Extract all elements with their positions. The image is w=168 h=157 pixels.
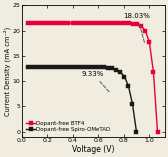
Dopant-free BTF4 [120,22,122,24]
Dopant-free BTF4 [136,23,138,25]
Dopant-free BTF4 [64,22,66,24]
Dopant-free Spiro-OMeTAD [99,66,101,68]
Dopant-free BTF4 [152,71,154,73]
Dopant-free Spiro-OMeTAD [135,131,137,133]
Dopant-free Spiro-OMeTAD [47,66,49,68]
Dopant-free BTF4 [140,25,142,27]
Dopant-free BTF4 [27,22,29,24]
Text: 18.03%: 18.03% [124,13,151,43]
Dopant-free Spiro-OMeTAD [107,67,109,69]
Dopant-free BTF4 [157,131,159,133]
Dopant-free BTF4 [72,22,74,24]
X-axis label: Voltage (V): Voltage (V) [72,145,114,154]
Dopant-free BTF4 [116,22,118,24]
Dopant-free BTF4 [92,22,94,24]
Dopant-free Spiro-OMeTAD [71,66,73,68]
Dopant-free BTF4 [84,22,86,24]
Dopant-free BTF4 [51,22,53,24]
Dopant-free Spiro-OMeTAD [79,66,81,68]
Legend: Dopant-free BTF4, Dopant-free Spiro-OMeTAD: Dopant-free BTF4, Dopant-free Spiro-OMeT… [26,120,111,133]
Dopant-free Spiro-OMeTAD [67,66,69,68]
Dopant-free Spiro-OMeTAD [63,66,65,68]
Dopant-free BTF4 [68,22,70,24]
Dopant-free BTF4 [88,22,90,24]
Dopant-free Spiro-OMeTAD [83,66,85,68]
Dopant-free BTF4 [148,41,150,43]
Dopant-free Spiro-OMeTAD [31,66,33,68]
Dopant-free Spiro-OMeTAD [43,66,45,68]
Dopant-free Spiro-OMeTAD [103,66,105,68]
Dopant-free BTF4 [104,22,106,24]
Dopant-free Spiro-OMeTAD [87,66,89,68]
Dopant-free Spiro-OMeTAD [127,85,129,87]
Dopant-free BTF4 [132,23,134,24]
Dopant-free BTF4 [47,22,49,24]
Dopant-free BTF4 [96,22,98,24]
Dopant-free BTF4 [124,22,126,24]
Dopant-free BTF4 [112,22,114,24]
Dopant-free BTF4 [35,22,37,24]
Dopant-free Spiro-OMeTAD [35,66,37,68]
Dopant-free Spiro-OMeTAD [55,66,57,68]
Dopant-free BTF4 [100,22,102,24]
Dopant-free BTF4 [55,22,57,24]
Text: 9.33%: 9.33% [82,71,109,92]
Dopant-free BTF4 [76,22,78,24]
Dopant-free BTF4 [31,22,33,24]
Dopant-free BTF4 [59,22,61,24]
Dopant-free Spiro-OMeTAD [119,71,121,73]
Dopant-free Spiro-OMeTAD [27,66,29,68]
Dopant-free Spiro-OMeTAD [59,66,61,68]
Dopant-free Spiro-OMeTAD [123,76,125,78]
Dopant-free BTF4 [39,22,41,24]
Dopant-free Spiro-OMeTAD [51,66,53,68]
Dopant-free Spiro-OMeTAD [95,66,97,68]
Dopant-free Spiro-OMeTAD [131,103,133,105]
Dopant-free Spiro-OMeTAD [115,69,117,70]
Dopant-free Spiro-OMeTAD [91,66,93,68]
Y-axis label: Current Density (mA cm⁻²): Current Density (mA cm⁻²) [4,27,11,116]
Dopant-free BTF4 [43,22,45,24]
Dopant-free BTF4 [108,22,110,24]
Dopant-free BTF4 [80,22,82,24]
Line: Dopant-free Spiro-OMeTAD: Dopant-free Spiro-OMeTAD [26,65,138,134]
Dopant-free BTF4 [128,22,130,24]
Dopant-free Spiro-OMeTAD [111,67,113,69]
Line: Dopant-free BTF4: Dopant-free BTF4 [26,21,159,134]
Dopant-free Spiro-OMeTAD [39,66,41,68]
Dopant-free Spiro-OMeTAD [75,66,77,68]
Dopant-free BTF4 [144,30,146,32]
